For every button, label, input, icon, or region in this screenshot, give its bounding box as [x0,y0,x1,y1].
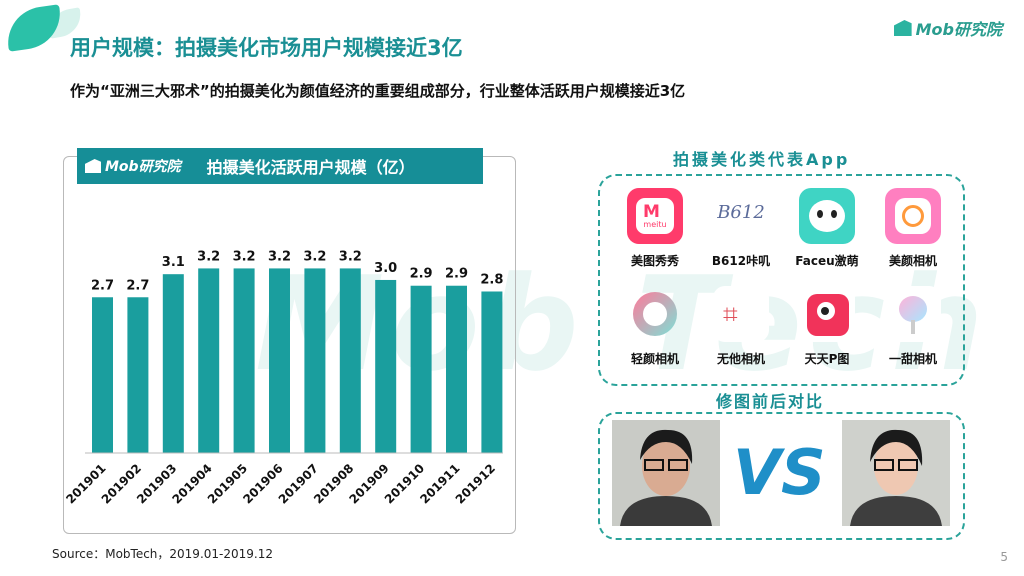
wuta-icon: ⌗ [713,286,769,342]
portrait-after [842,420,950,526]
app-label: 天天P图 [804,352,850,366]
chart-header: Mob研究院 拍摄美化活跃用户规模（亿） [77,148,483,184]
bar-value-label: 2.8 [480,272,503,287]
bar [481,291,503,453]
app-label: 一甜相机 [888,352,937,366]
bar-value-label: 3.2 [268,249,291,264]
bar-value-label: 2.7 [126,278,149,293]
bar [339,268,361,453]
pitu-icon [799,286,855,342]
bar-value-label: 3.2 [233,249,256,264]
app-yitian[interactable]: 一甜相机 [868,286,958,367]
chart-title: 拍摄美化活跃用户规模（亿） [206,158,415,177]
after-photo [842,420,950,526]
chart-header-logo: Mob研究院 [85,156,181,176]
app-label: 无他相机 [716,352,765,366]
app-qingyan[interactable]: 轻颜相机 [610,286,700,367]
decorative-leaf [3,4,65,52]
vs-text: VS [733,436,826,509]
yitian-icon [885,286,941,342]
bar-value-label: 3.2 [339,249,362,264]
b612-icon: B612 [713,188,769,244]
bar-value-label: 2.9 [410,267,433,282]
app-meitu[interactable]: M meitu 美图秀秀 [610,188,700,269]
bar-value-label: 2.9 [445,267,468,282]
bar-value-label: 3.2 [303,249,326,264]
beautycam-icon [885,188,941,244]
meitu-icon: M meitu [627,188,683,244]
chart-header-logo-text: Mob研究院 [105,159,181,175]
bar [92,297,113,453]
bar-value-label: 3.2 [197,249,220,264]
app-wuta[interactable]: ⌗ 无他相机 [696,286,786,367]
faceu-icon [799,188,855,244]
bar-chart: 2.72019012.72019023.12019033.22019043.22… [63,249,503,506]
app-b612[interactable]: B612 B612咔叽 [696,188,786,269]
bar-value-label: 3.1 [162,255,185,270]
bar-value-label: 2.7 [91,278,114,293]
page-number: 5 [1000,550,1008,564]
app-label: 轻颜相机 [630,352,679,366]
logo-icon [85,159,101,173]
bar [162,274,184,453]
source-note: Source：MobTech，2019.01-2019.12 [52,547,273,561]
app-label: 美颜相机 [888,254,937,268]
bar [446,285,467,453]
app-pitu[interactable]: 天天P图 [782,286,872,367]
app-label: 美图秀秀 [630,254,679,268]
app-beautycam[interactable]: 美颜相机 [868,188,958,269]
app-label: B612咔叽 [711,254,771,268]
brand-logo: Mob研究院 [893,16,1002,40]
apps-section-title: 拍摄美化类代表App [673,150,851,169]
bar-value-label: 3.0 [374,261,397,276]
before-photo [612,420,720,526]
page-title: 用户规模：拍摄美化市场用户规模接近3亿 [70,36,463,60]
app-faceu[interactable]: Faceu激萌 [782,188,872,269]
apps-box: M meitu 美图秀秀 B612 B612咔叽 Faceu激萌 美颜相机 轻颜… [598,174,965,386]
bar [198,268,220,453]
bar [410,285,432,453]
portrait-before [612,420,720,526]
logo-text: Mob研究院 [915,20,1002,39]
logo-icon [893,20,912,36]
qingyan-icon [627,286,683,342]
page-subtitle: 作为“亚洲三大邪术”的拍摄美化为颜值经济的重要组成部分，行业整体活跃用户规模接近… [70,82,686,100]
bar [269,268,290,453]
comparison-box [598,412,965,540]
bar [127,297,149,453]
bar [375,279,397,453]
comparison-title: 修图前后对比 [716,392,825,411]
bar [304,268,326,453]
bar [233,268,255,453]
app-label: Faceu激萌 [795,254,859,268]
